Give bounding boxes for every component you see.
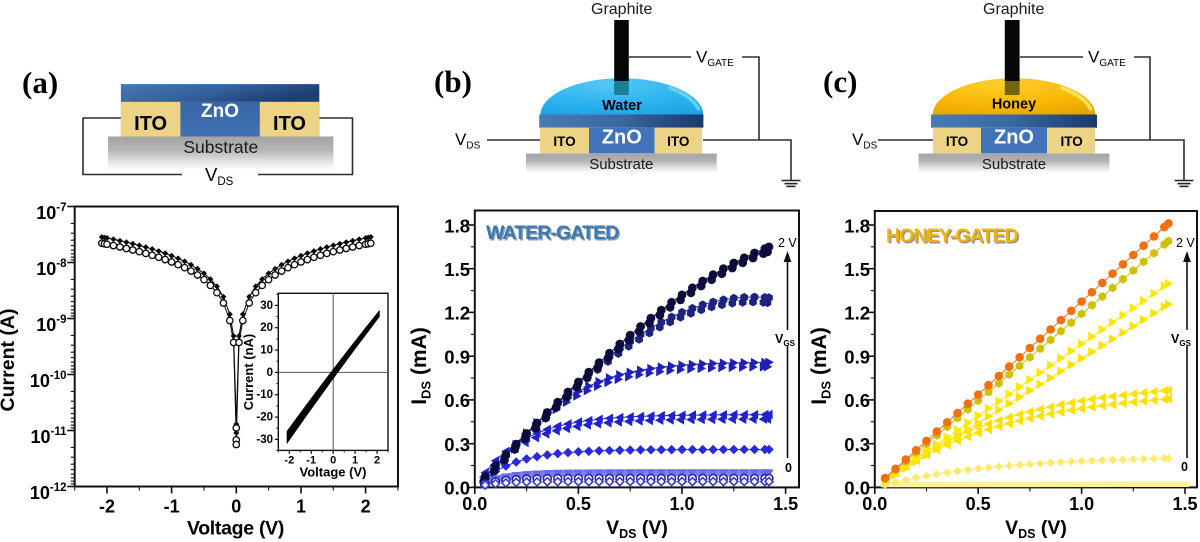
svg-text:ITO: ITO [553, 134, 575, 149]
svg-text:Graphite: Graphite [983, 1, 1044, 18]
svg-text:VDS (V): VDS (V) [606, 517, 668, 541]
svg-text:(b): (b) [434, 64, 472, 99]
svg-text:30: 30 [260, 300, 273, 312]
svg-text:2: 2 [361, 497, 371, 517]
svg-text:1.0: 1.0 [1069, 494, 1094, 514]
svg-text:10-10: 10-10 [30, 370, 67, 391]
svg-text:1: 1 [352, 455, 358, 467]
svg-text:1.8: 1.8 [844, 215, 870, 236]
svg-text:-1: -1 [164, 497, 180, 517]
svg-text:-30: -30 [256, 434, 273, 446]
svg-text:IDS (mA): IDS (mA) [808, 327, 834, 405]
svg-text:VGATE: VGATE [696, 48, 734, 70]
svg-text:Current (A): Current (A) [0, 309, 19, 412]
svg-text:0: 0 [1181, 460, 1188, 474]
svg-text:2 V: 2 V [1176, 236, 1195, 250]
svg-text:ZnO: ZnO [602, 127, 642, 149]
svg-text:0.5: 0.5 [566, 494, 591, 514]
svg-text:10: 10 [260, 345, 273, 357]
svg-text:Voltage (V): Voltage (V) [300, 465, 367, 480]
svg-text:0.0: 0.0 [862, 494, 887, 514]
svg-text:0.5: 0.5 [966, 494, 991, 514]
svg-text:0.3: 0.3 [444, 434, 470, 455]
svg-text:-2: -2 [99, 497, 115, 517]
svg-text:0.0: 0.0 [444, 478, 470, 499]
svg-text:IDS (mA): IDS (mA) [408, 327, 434, 405]
svg-text:(a): (a) [22, 65, 58, 100]
svg-text:-1: -1 [306, 455, 316, 467]
svg-text:HONEY-GATED: HONEY-GATED [887, 226, 1019, 248]
svg-text:ZnO: ZnO [201, 101, 239, 122]
svg-text:0.9: 0.9 [844, 347, 870, 368]
svg-text:ZnO: ZnO [994, 127, 1034, 149]
svg-text:10-8: 10-8 [36, 258, 67, 279]
svg-text:ITO: ITO [273, 113, 306, 135]
svg-text:1.5: 1.5 [1172, 494, 1197, 514]
svg-text:0.6: 0.6 [844, 390, 870, 411]
svg-text:10-7: 10-7 [36, 202, 66, 223]
svg-text:HONEY-GATED: HONEY-GATED [886, 225, 1018, 247]
svg-text:0: 0 [231, 497, 241, 517]
svg-text:Current (nA): Current (nA) [241, 334, 256, 411]
svg-text:10-11: 10-11 [30, 426, 67, 447]
svg-text:0.9: 0.9 [444, 347, 470, 368]
svg-text:20: 20 [260, 322, 273, 334]
svg-text:ITO: ITO [667, 134, 689, 149]
svg-text:WATER-GATED: WATER-GATED [487, 223, 620, 245]
svg-text:0: 0 [785, 461, 792, 475]
svg-text:Substrate: Substrate [589, 156, 653, 173]
svg-text:VDS (V): VDS (V) [1005, 517, 1067, 541]
svg-text:(c): (c) [823, 64, 857, 99]
svg-text:-10: -10 [256, 389, 273, 401]
svg-text:-20: -20 [256, 412, 273, 424]
svg-text:Substrate: Substrate [183, 137, 258, 157]
svg-text:VDS: VDS [455, 130, 481, 152]
svg-text:1.0: 1.0 [669, 494, 694, 514]
svg-text:10-12: 10-12 [30, 482, 67, 503]
svg-text:VGATE: VGATE [1088, 48, 1126, 70]
svg-text:ITO: ITO [1060, 134, 1082, 149]
svg-text:1: 1 [296, 497, 306, 517]
svg-text:ITO: ITO [134, 113, 167, 135]
svg-text:0: 0 [330, 455, 336, 467]
svg-text:1.5: 1.5 [844, 259, 870, 280]
svg-text:0: 0 [267, 367, 273, 379]
svg-text:VDS: VDS [852, 130, 878, 152]
svg-text:Water: Water [602, 98, 642, 114]
svg-text:WATER-GATED: WATER-GATED [486, 222, 619, 244]
svg-text:0.0: 0.0 [844, 478, 870, 499]
svg-text:Honey: Honey [992, 97, 1036, 113]
svg-text:Voltage (V): Voltage (V) [187, 518, 284, 540]
svg-text:2 V: 2 V [778, 236, 797, 250]
svg-text:1.2: 1.2 [844, 303, 870, 324]
svg-text:1.2: 1.2 [444, 303, 470, 324]
svg-text:1.8: 1.8 [444, 215, 470, 236]
svg-text:Graphite: Graphite [591, 1, 652, 18]
svg-text:2: 2 [374, 455, 380, 467]
svg-text:0.6: 0.6 [444, 390, 470, 411]
svg-text:0.0: 0.0 [462, 494, 487, 514]
svg-text:ITO: ITO [946, 134, 968, 149]
svg-text:Substrate: Substrate [982, 156, 1046, 173]
svg-text:0.3: 0.3 [844, 434, 870, 455]
svg-text:-2: -2 [284, 455, 294, 467]
svg-text:1.5: 1.5 [773, 494, 798, 514]
svg-text:1.5: 1.5 [444, 259, 470, 280]
svg-text:10-9: 10-9 [36, 314, 66, 335]
